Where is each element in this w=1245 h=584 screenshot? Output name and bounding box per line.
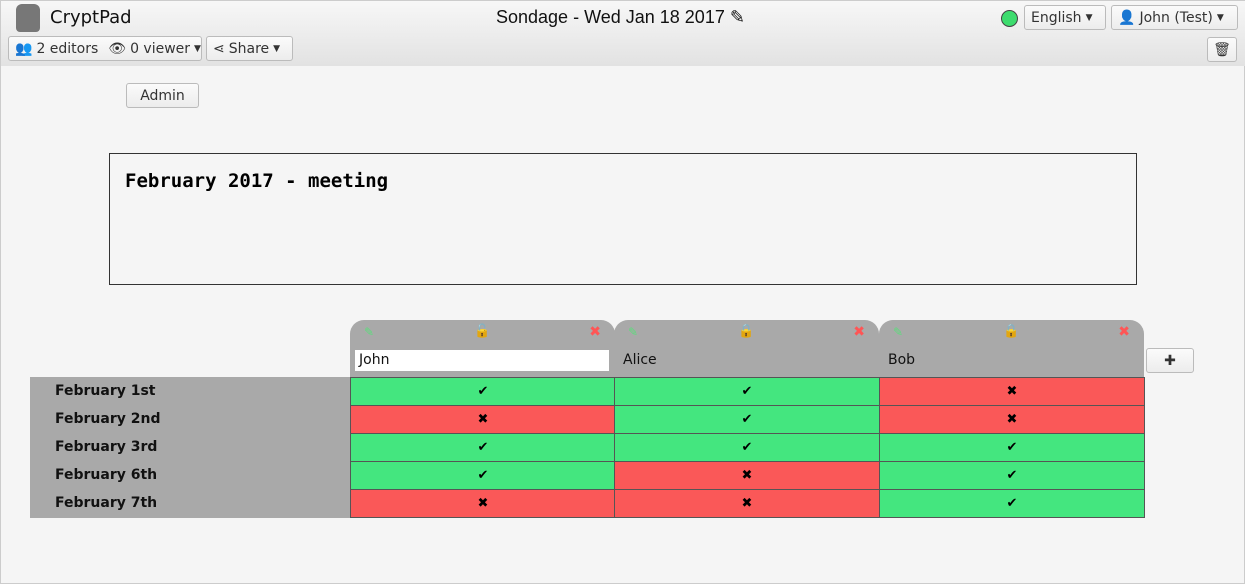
row-label: February 7th (55, 495, 158, 511)
row-label: February 2nd (55, 411, 161, 427)
cross-icon: ✖ (1006, 412, 1018, 427)
lock-icon[interactable]: 🔒 (738, 324, 755, 339)
viewers-count: 0 viewer (130, 40, 191, 57)
cross-icon: ✖ (1006, 384, 1018, 399)
participant-name-input[interactable]: John (355, 350, 609, 371)
user-menu[interactable]: 👤 John (Test) ▼ (1111, 5, 1238, 30)
column-header: ✎ 🔒 ✖ Bob (879, 320, 1144, 377)
lock-icon[interactable]: 🔒 (1003, 324, 1020, 339)
check-icon: ✔ (741, 412, 753, 427)
vote-cell[interactable]: ✔ (350, 433, 616, 462)
plus-icon: ✚ (1164, 352, 1176, 369)
vote-cell[interactable]: ✖ (350, 405, 616, 434)
eye-icon: 👁 (108, 40, 127, 57)
cross-icon: ✖ (477, 412, 489, 427)
editors-count: 2 editors (36, 40, 99, 57)
delete-column-icon[interactable]: ✖ (1118, 324, 1130, 340)
user-icon: 👤 (1118, 9, 1136, 26)
check-icon: ✔ (1006, 496, 1018, 511)
check-icon: ✔ (1006, 440, 1018, 455)
check-icon: ✔ (477, 384, 489, 399)
vote-cell[interactable]: ✔ (879, 433, 1145, 462)
edit-column-icon[interactable]: ✎ (364, 325, 375, 339)
vote-cell[interactable]: ✔ (879, 489, 1145, 518)
row-label: February 6th (55, 467, 158, 483)
cross-icon: ✖ (741, 468, 753, 483)
cross-icon: ✖ (741, 496, 753, 511)
check-icon: ✔ (1006, 468, 1018, 483)
vote-cell[interactable]: ✔ (879, 461, 1145, 490)
add-column-button[interactable]: ✚ (1146, 348, 1194, 373)
caret-down-icon: ▼ (273, 43, 281, 54)
edit-column-icon[interactable]: ✎ (628, 325, 639, 339)
participant-name: Bob (888, 352, 916, 368)
check-icon: ✔ (741, 384, 753, 399)
language-select[interactable]: English ▼ (1024, 5, 1106, 30)
app-name: CryptPad (50, 7, 132, 28)
share-label: Share (228, 40, 270, 57)
edit-column-icon[interactable]: ✎ (893, 325, 904, 339)
vote-cell[interactable]: ✔ (350, 377, 616, 406)
cryptpad-logo-icon (16, 4, 40, 32)
vote-cell[interactable]: ✔ (614, 433, 880, 462)
unlock-icon[interactable]: 🔓 (474, 324, 491, 339)
row-labels: February 1st February 2nd February 3rd Febr… (30, 377, 350, 518)
pad-title[interactable]: Sondage - Wed Jan 18 2017 ✎ (496, 7, 745, 28)
vote-cell[interactable]: ✖ (879, 377, 1145, 406)
delete-column-icon[interactable]: ✖ (853, 324, 865, 340)
toolbar: CryptPad Sondage - Wed Jan 18 2017 ✎ 👥 2 … (1, 1, 1245, 66)
caret-down-icon: ▼ (1216, 12, 1224, 23)
check-icon: ✔ (477, 440, 489, 455)
connection-status-icon (1001, 10, 1018, 27)
admin-label: Admin (140, 87, 185, 104)
trash-icon: 🗑 (1213, 41, 1231, 58)
column-header: ✎ 🔒 ✖ Alice (614, 320, 879, 377)
delete-column-icon[interactable]: ✖ (589, 324, 601, 340)
share-icon: ⋖ (213, 40, 225, 57)
pad-title-text: Sondage - Wed Jan 18 2017 (496, 7, 725, 27)
users-button[interactable]: 👥 2 editors 👁 0 viewer ▼ (8, 36, 202, 61)
pencil-icon[interactable]: ✎ (729, 7, 745, 27)
participant-name: Alice (623, 352, 657, 368)
user-label: John (Test) (1139, 9, 1213, 26)
caret-down-icon: ▼ (194, 43, 201, 54)
column-header: ✎ 🔓 ✖ John (350, 320, 615, 377)
vote-cell[interactable]: ✖ (879, 405, 1145, 434)
share-button[interactable]: ⋖ Share ▼ (206, 36, 293, 61)
vote-cell[interactable]: ✔ (614, 377, 880, 406)
vote-cell[interactable]: ✔ (350, 461, 616, 490)
cross-icon: ✖ (477, 496, 489, 511)
users-icon: 👥 (15, 40, 33, 57)
check-icon: ✔ (741, 440, 753, 455)
vote-cell[interactable]: ✖ (614, 461, 880, 490)
poll-description[interactable]: February 2017 - meeting (109, 153, 1137, 285)
poll-title: February 2017 - meeting (125, 170, 389, 192)
trash-button[interactable]: 🗑 (1207, 37, 1237, 62)
check-icon: ✔ (477, 468, 489, 483)
vote-cell[interactable]: ✔ (614, 405, 880, 434)
admin-button[interactable]: Admin (126, 83, 199, 108)
vote-cell[interactable]: ✖ (614, 489, 880, 518)
language-label: English (1031, 9, 1082, 26)
row-label: February 3rd (55, 439, 158, 455)
vote-cell[interactable]: ✖ (350, 489, 616, 518)
row-label: February 1st (55, 383, 156, 399)
caret-down-icon: ▼ (1085, 12, 1093, 23)
